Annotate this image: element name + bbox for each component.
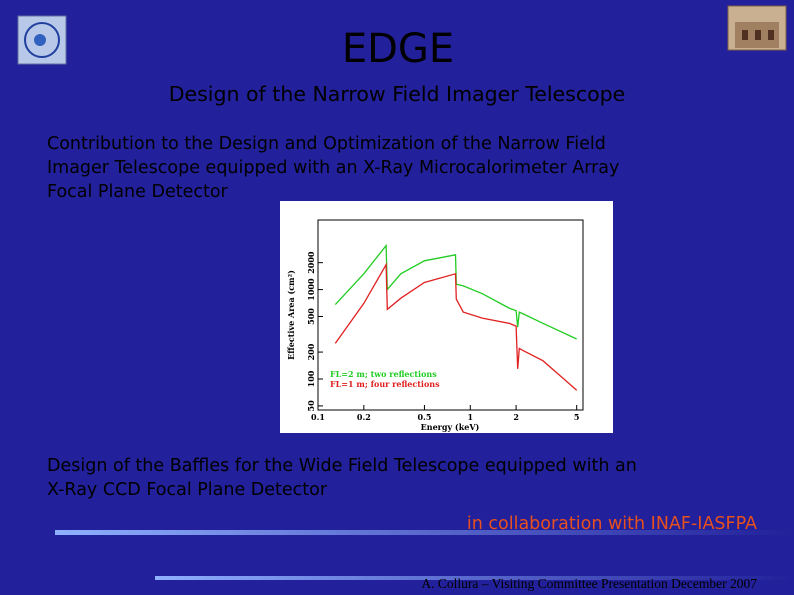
body-text: Design of the Baffles for the Wide Field… [47,456,637,476]
data-line [334,262,578,391]
collaboration: in collaboration with INAF-IASFPA [467,514,757,534]
y-tick-label: 200 [306,343,316,360]
body-text: Contribution to the Design and Optimizat… [47,134,606,154]
subtitle: Design of the Narrow Field Imager Telesc… [169,82,626,106]
x-tick-label: 0.5 [417,412,431,422]
legend-entry: FL=2 m; two reflections [330,369,437,379]
x-axis-label: Energy (keV) [421,422,480,432]
y-tick-label: 1000 [306,278,316,301]
chart-background [280,201,613,433]
y-tick-label: 100 [306,370,316,387]
title: EDGE [342,26,454,72]
body-text: Focal Plane Detector [47,182,229,202]
logo-left [17,15,67,65]
y-axis-label: Effective Area (cm²) [286,270,296,360]
y-tick-label: 2000 [306,251,316,274]
x-tick-label: 5 [574,412,580,422]
divider [55,530,794,535]
plot-frame [317,219,584,411]
x-tick-label: 2 [513,412,519,422]
x-tick-label: 1 [467,412,473,422]
logo-right [727,5,787,51]
divider [155,576,794,580]
body-text: X-Ray CCD Focal Plane Detector [47,480,328,500]
footer: A. Collura – Visiting Committee Presenta… [421,576,757,591]
legend-entry: FL=1 m; four reflections [330,379,440,389]
body-text: Imager Telescope equipped with an X-Ray … [47,158,619,178]
y-tick-label: 50 [306,400,316,412]
y-tick-label: 500 [306,308,316,325]
x-tick-label: 0.1 [311,412,325,422]
x-tick-label: 0.2 [357,412,371,422]
